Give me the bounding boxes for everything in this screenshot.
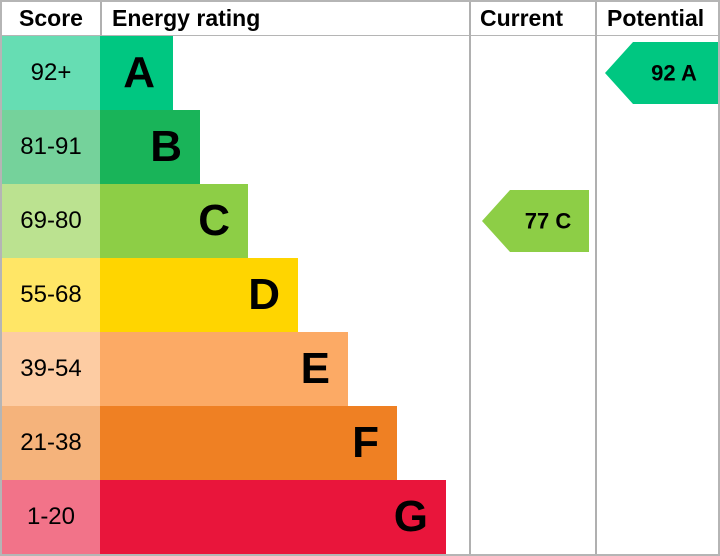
potential-rating-label: 92 A [651, 61, 697, 86]
header-energy-rating: Energy rating [112, 5, 261, 31]
header-score: Score [19, 5, 83, 31]
band-g-bar: G [100, 480, 446, 554]
header-potential: Potential [607, 5, 705, 31]
band-d-score-range: 55-68 [2, 258, 100, 332]
band-f-bar: F [100, 406, 397, 480]
band-rows: 92+ A 81-91 B 69-80 C 55-68 D 39-54 E 21… [2, 36, 718, 554]
header-current: Current [480, 5, 564, 31]
band-f-score-range: 21-38 [2, 406, 100, 480]
current-rating-label: 77 C [525, 209, 572, 234]
potential-arrow-icon [605, 42, 718, 104]
band-g-score-range: 1-20 [2, 480, 100, 554]
band-row-d: 55-68 D [2, 258, 718, 332]
divider-score-energy [100, 2, 102, 36]
band-c-bar: C [100, 184, 248, 258]
band-b-bar: B [100, 110, 200, 184]
band-row-b: 81-91 B [2, 110, 718, 184]
band-e-bar: E [100, 332, 348, 406]
band-row-c: 69-80 C [2, 184, 718, 258]
band-c-score-range: 69-80 [2, 184, 100, 258]
potential-rating-arrow: 92 A [605, 42, 718, 104]
chart-header: Score Energy rating Current Potential [2, 2, 718, 36]
band-row-g: 1-20 G [2, 480, 718, 554]
divider-energy-current [469, 2, 471, 554]
band-a-bar: A [100, 36, 173, 110]
current-rating-arrow: 77 C [482, 190, 589, 252]
band-row-e: 39-54 E [2, 332, 718, 406]
band-row-a: 92+ A [2, 36, 718, 110]
band-row-f: 21-38 F [2, 406, 718, 480]
band-b-score-range: 81-91 [2, 110, 100, 184]
current-arrow-icon [482, 190, 589, 252]
band-e-score-range: 39-54 [2, 332, 100, 406]
band-d-bar: D [100, 258, 298, 332]
divider-current-potential [595, 2, 597, 554]
band-a-score-range: 92+ [2, 36, 100, 110]
